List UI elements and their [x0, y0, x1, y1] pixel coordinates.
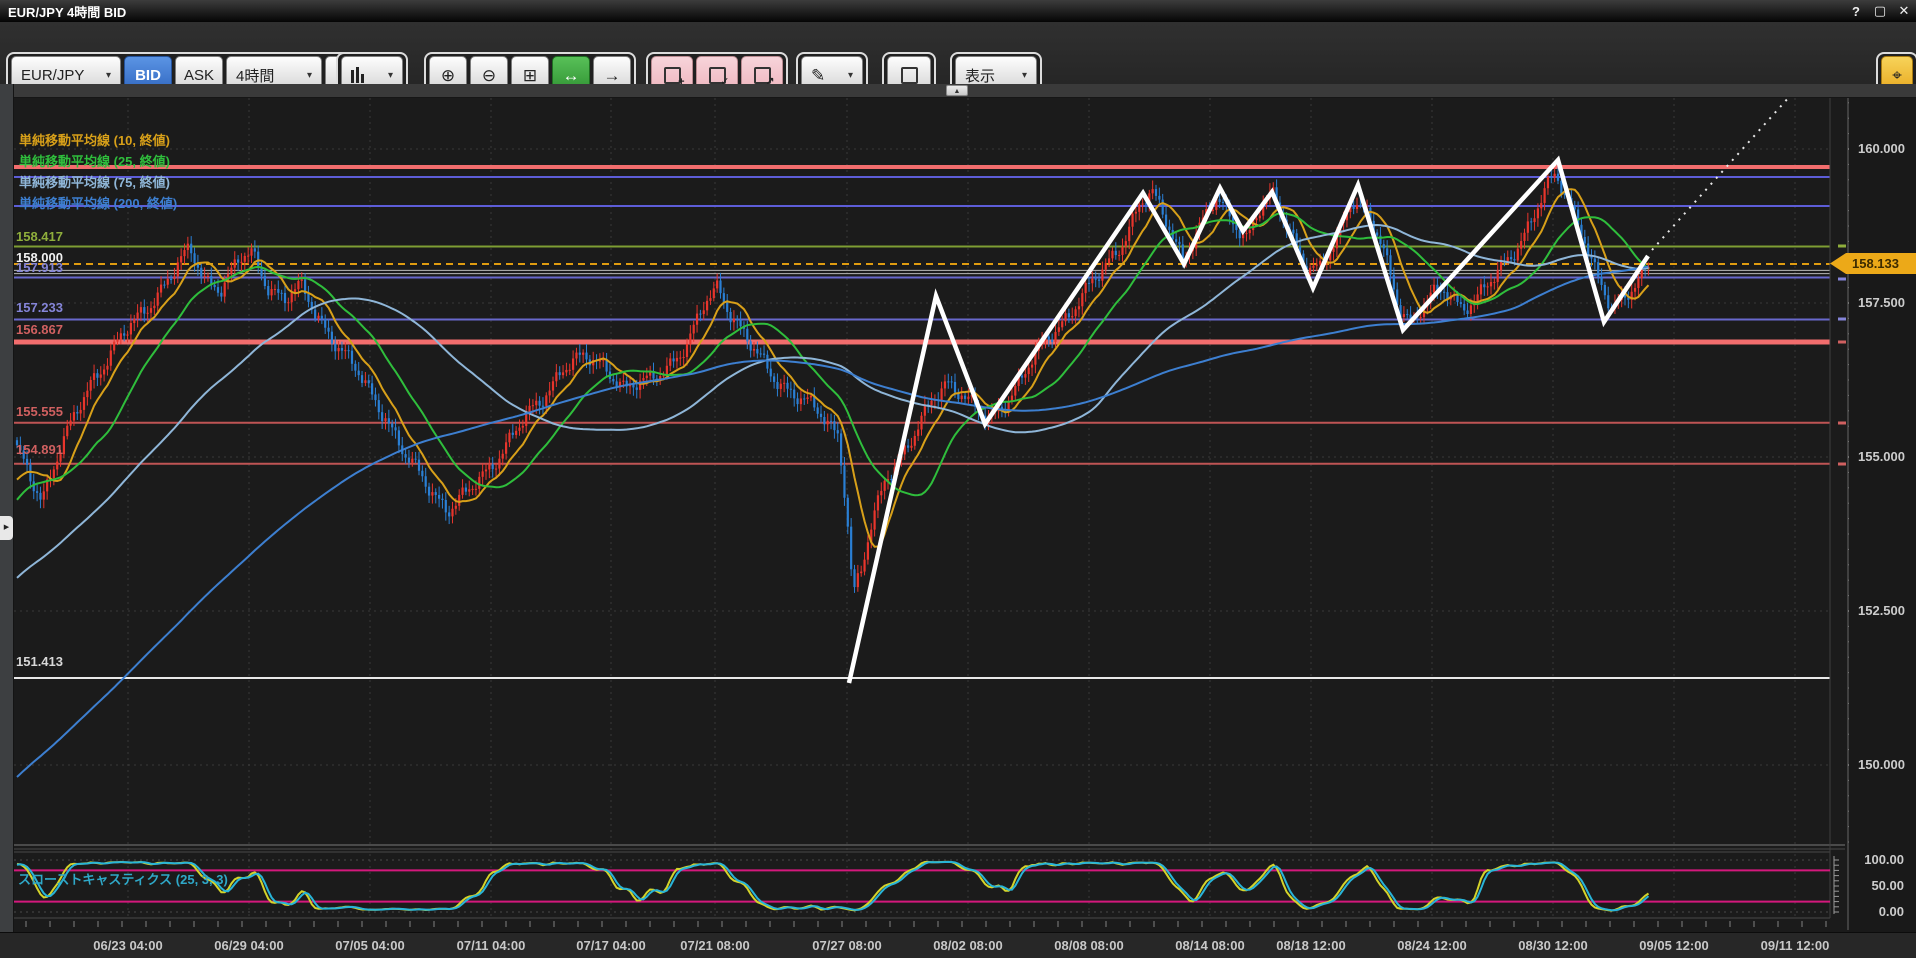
date-label: 07/21 08:00 [680, 938, 750, 953]
expand-side-panel-button[interactable]: ▶ [0, 516, 13, 540]
date-label: 07/27 08:00 [812, 938, 882, 953]
candlestick-icon [351, 67, 364, 83]
indicator-label: スローストキャスティクス (25, 3, 3) [18, 872, 228, 887]
indicator-axis-label: 50.00 [1871, 878, 1904, 893]
price-level-label: 155.555 [16, 404, 63, 419]
maximize-icon[interactable]: ▢ [1873, 3, 1887, 18]
window-title: EUR/JPY 4時間 BID [8, 4, 127, 20]
date-label: 08/24 12:00 [1397, 938, 1467, 953]
price-level-label: 151.413 [16, 654, 63, 669]
indicator-axis-label: 0.00 [1878, 904, 1904, 919]
date-label: 08/14 08:00 [1175, 938, 1245, 953]
candles [15, 165, 1650, 593]
top-scroll-strip[interactable]: ▲ [0, 84, 1916, 98]
symbol-label: EUR/JPY [21, 66, 85, 84]
date-label: 07/05 04:00 [335, 938, 405, 953]
legend-item: 単純移動平均線 (25, 終値) [19, 154, 170, 169]
indicator-axis-label: 100.00 [1864, 852, 1904, 867]
fit-width-icon: ↔ [562, 65, 580, 85]
chevron-down-icon: ▾ [387, 69, 393, 81]
legend-item: 単純移動平均線 (10, 終値) [19, 133, 170, 148]
date-label: 08/18 12:00 [1276, 938, 1346, 953]
axis-price-label: 152.500 [1858, 603, 1905, 618]
chevron-down-icon: ▾ [1021, 69, 1027, 81]
stochastic-lines [16, 860, 1650, 912]
chart-check-icon: ✓ [708, 66, 730, 87]
date-label: 07/17 04:00 [576, 938, 646, 953]
toolbar: EUR/JPY ▾ BID ASK 4時間 ▾ ▾ ⊕ [0, 22, 1916, 98]
axis-price-label: 157.500 [1858, 295, 1905, 310]
pencil-icon: ✎ [811, 65, 826, 85]
left-panel-strip: ▶ [0, 84, 14, 958]
chevron-down-icon: ▾ [105, 69, 111, 81]
price-level-label: 157.913 [16, 260, 63, 275]
date-label: 07/11 04:00 [456, 938, 526, 953]
arrow-right-icon: → [603, 65, 621, 85]
axis-price-label: 155.000 [1858, 449, 1905, 464]
price-level-label: 156.867 [16, 322, 63, 337]
legend-item: 単純移動平均線 (200, 終値) [19, 196, 178, 211]
timeframe-label: 4時間 [236, 67, 275, 85]
date-label: 09/05 12:00 [1639, 938, 1709, 953]
legend-item: 単純移動平均線 (75, 終値) [19, 175, 170, 190]
date-label: 06/29 04:00 [214, 938, 284, 953]
chart-plus-icon: + [663, 66, 685, 87]
current-price-badge: 158.133 [1830, 253, 1916, 274]
price-level-label: 154.891 [16, 442, 63, 457]
price-level-label: 157.233 [16, 300, 63, 315]
ask-label: ASK [184, 66, 215, 84]
window-titlebar: EUR/JPY 4時間 BID ? ▢ ✕ [0, 0, 1916, 22]
axis-price-label: 160.000 [1858, 141, 1905, 156]
time-axis[interactable] [0, 932, 1916, 958]
collapse-panel-button[interactable]: ▲ [946, 85, 968, 96]
price-level-label: 158.417 [16, 229, 63, 244]
chevron-down-icon: ▾ [847, 69, 853, 81]
fit-icon: ⊞ [522, 65, 538, 85]
close-icon[interactable]: ✕ [1898, 3, 1910, 18]
zoom-in-icon: ⊕ [440, 65, 456, 85]
date-label: 08/30 12:00 [1518, 938, 1588, 953]
date-label: 09/11 12:00 [1760, 938, 1830, 953]
chevron-down-icon: ▾ [306, 69, 312, 81]
display-label: 表示 [965, 67, 996, 85]
chart-overlay-icon [900, 66, 918, 84]
date-label: 08/08 08:00 [1054, 938, 1124, 953]
gridlines [14, 98, 1830, 918]
bid-label: BID [135, 66, 161, 84]
help-icon[interactable]: ? [1852, 3, 1860, 19]
date-label: 08/02 08:00 [933, 938, 1003, 953]
price-level-label: 158.000 [16, 250, 63, 265]
target-icon: ⌖ [1892, 65, 1902, 85]
zoom-out-icon: ⊖ [481, 65, 497, 85]
zigzag-drawing [846, 155, 1650, 684]
price-axis[interactable] [1849, 84, 1916, 932]
chart-move-icon: ↗ [753, 66, 775, 87]
date-label: 06/23 04:00 [93, 938, 163, 953]
axis-price-label: 150.000 [1858, 757, 1905, 772]
